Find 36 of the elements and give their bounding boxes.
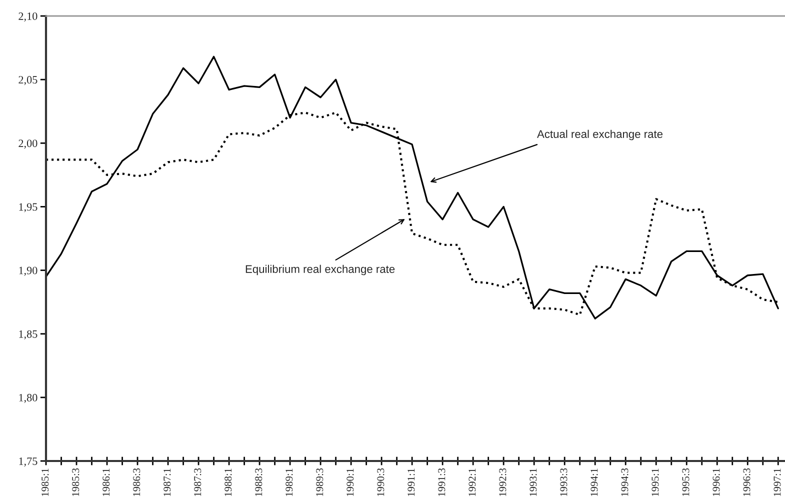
x-tick-label: 1991:1 [408, 468, 415, 496]
y-tick-label: 2,10 [18, 12, 38, 22]
x-tick-label: 1989:3 [316, 468, 324, 496]
x-tick-label: 1993:1 [530, 468, 537, 496]
x-tick-label: 1995:1 [652, 468, 659, 496]
y-tick-label: 1,90 [19, 266, 38, 276]
x-tick-label: 1986:3 [133, 468, 140, 496]
y-tick-label: 2,05 [18, 76, 38, 86]
x-tick-label: 1994:1 [590, 468, 598, 496]
x-tick-label: 1988:3 [255, 468, 262, 496]
y-tick-label: 1,85 [19, 330, 38, 340]
x-tick-label: 1995:3 [682, 468, 690, 496]
x-tick-label: 1994:3 [621, 468, 628, 496]
y-tick-label: 1,95 [19, 203, 38, 212]
x-tick-label: 1997:1 [774, 468, 781, 496]
x-tick-label: 1986:1 [102, 468, 110, 496]
x-tick-label: 1993:3 [560, 468, 568, 496]
x-tick-label: 1989:1 [286, 468, 293, 496]
y-tick-label: 2,00 [18, 140, 38, 149]
x-tick-label: 1992:1 [468, 468, 476, 496]
annotation: Actual real exchange rate [537, 130, 663, 140]
line-series [46, 56, 779, 320]
x-tick-label: 1988:1 [224, 468, 232, 496]
x-tick-label: 1990:3 [377, 468, 384, 496]
annotation: Equilibrium real exchange rate [246, 264, 395, 276]
x-tick-label: 1987:1 [164, 468, 171, 496]
y-tick-label: 1,80 [19, 394, 38, 403]
x-tick-label: 1990:1 [346, 468, 354, 496]
x-tick-label: 1985:1 [42, 468, 49, 496]
x-tick-label: 1992:3 [499, 468, 506, 496]
y-tick-label: 1,75 [19, 458, 38, 467]
x-tick-label: 1991:3 [438, 468, 446, 496]
x-tick-label: 1987:3 [194, 468, 202, 496]
x-tick-label: 1985:3 [72, 468, 80, 496]
x-tick-label: 1996:1 [712, 468, 720, 496]
x-tick-label: 1996:3 [743, 468, 750, 496]
